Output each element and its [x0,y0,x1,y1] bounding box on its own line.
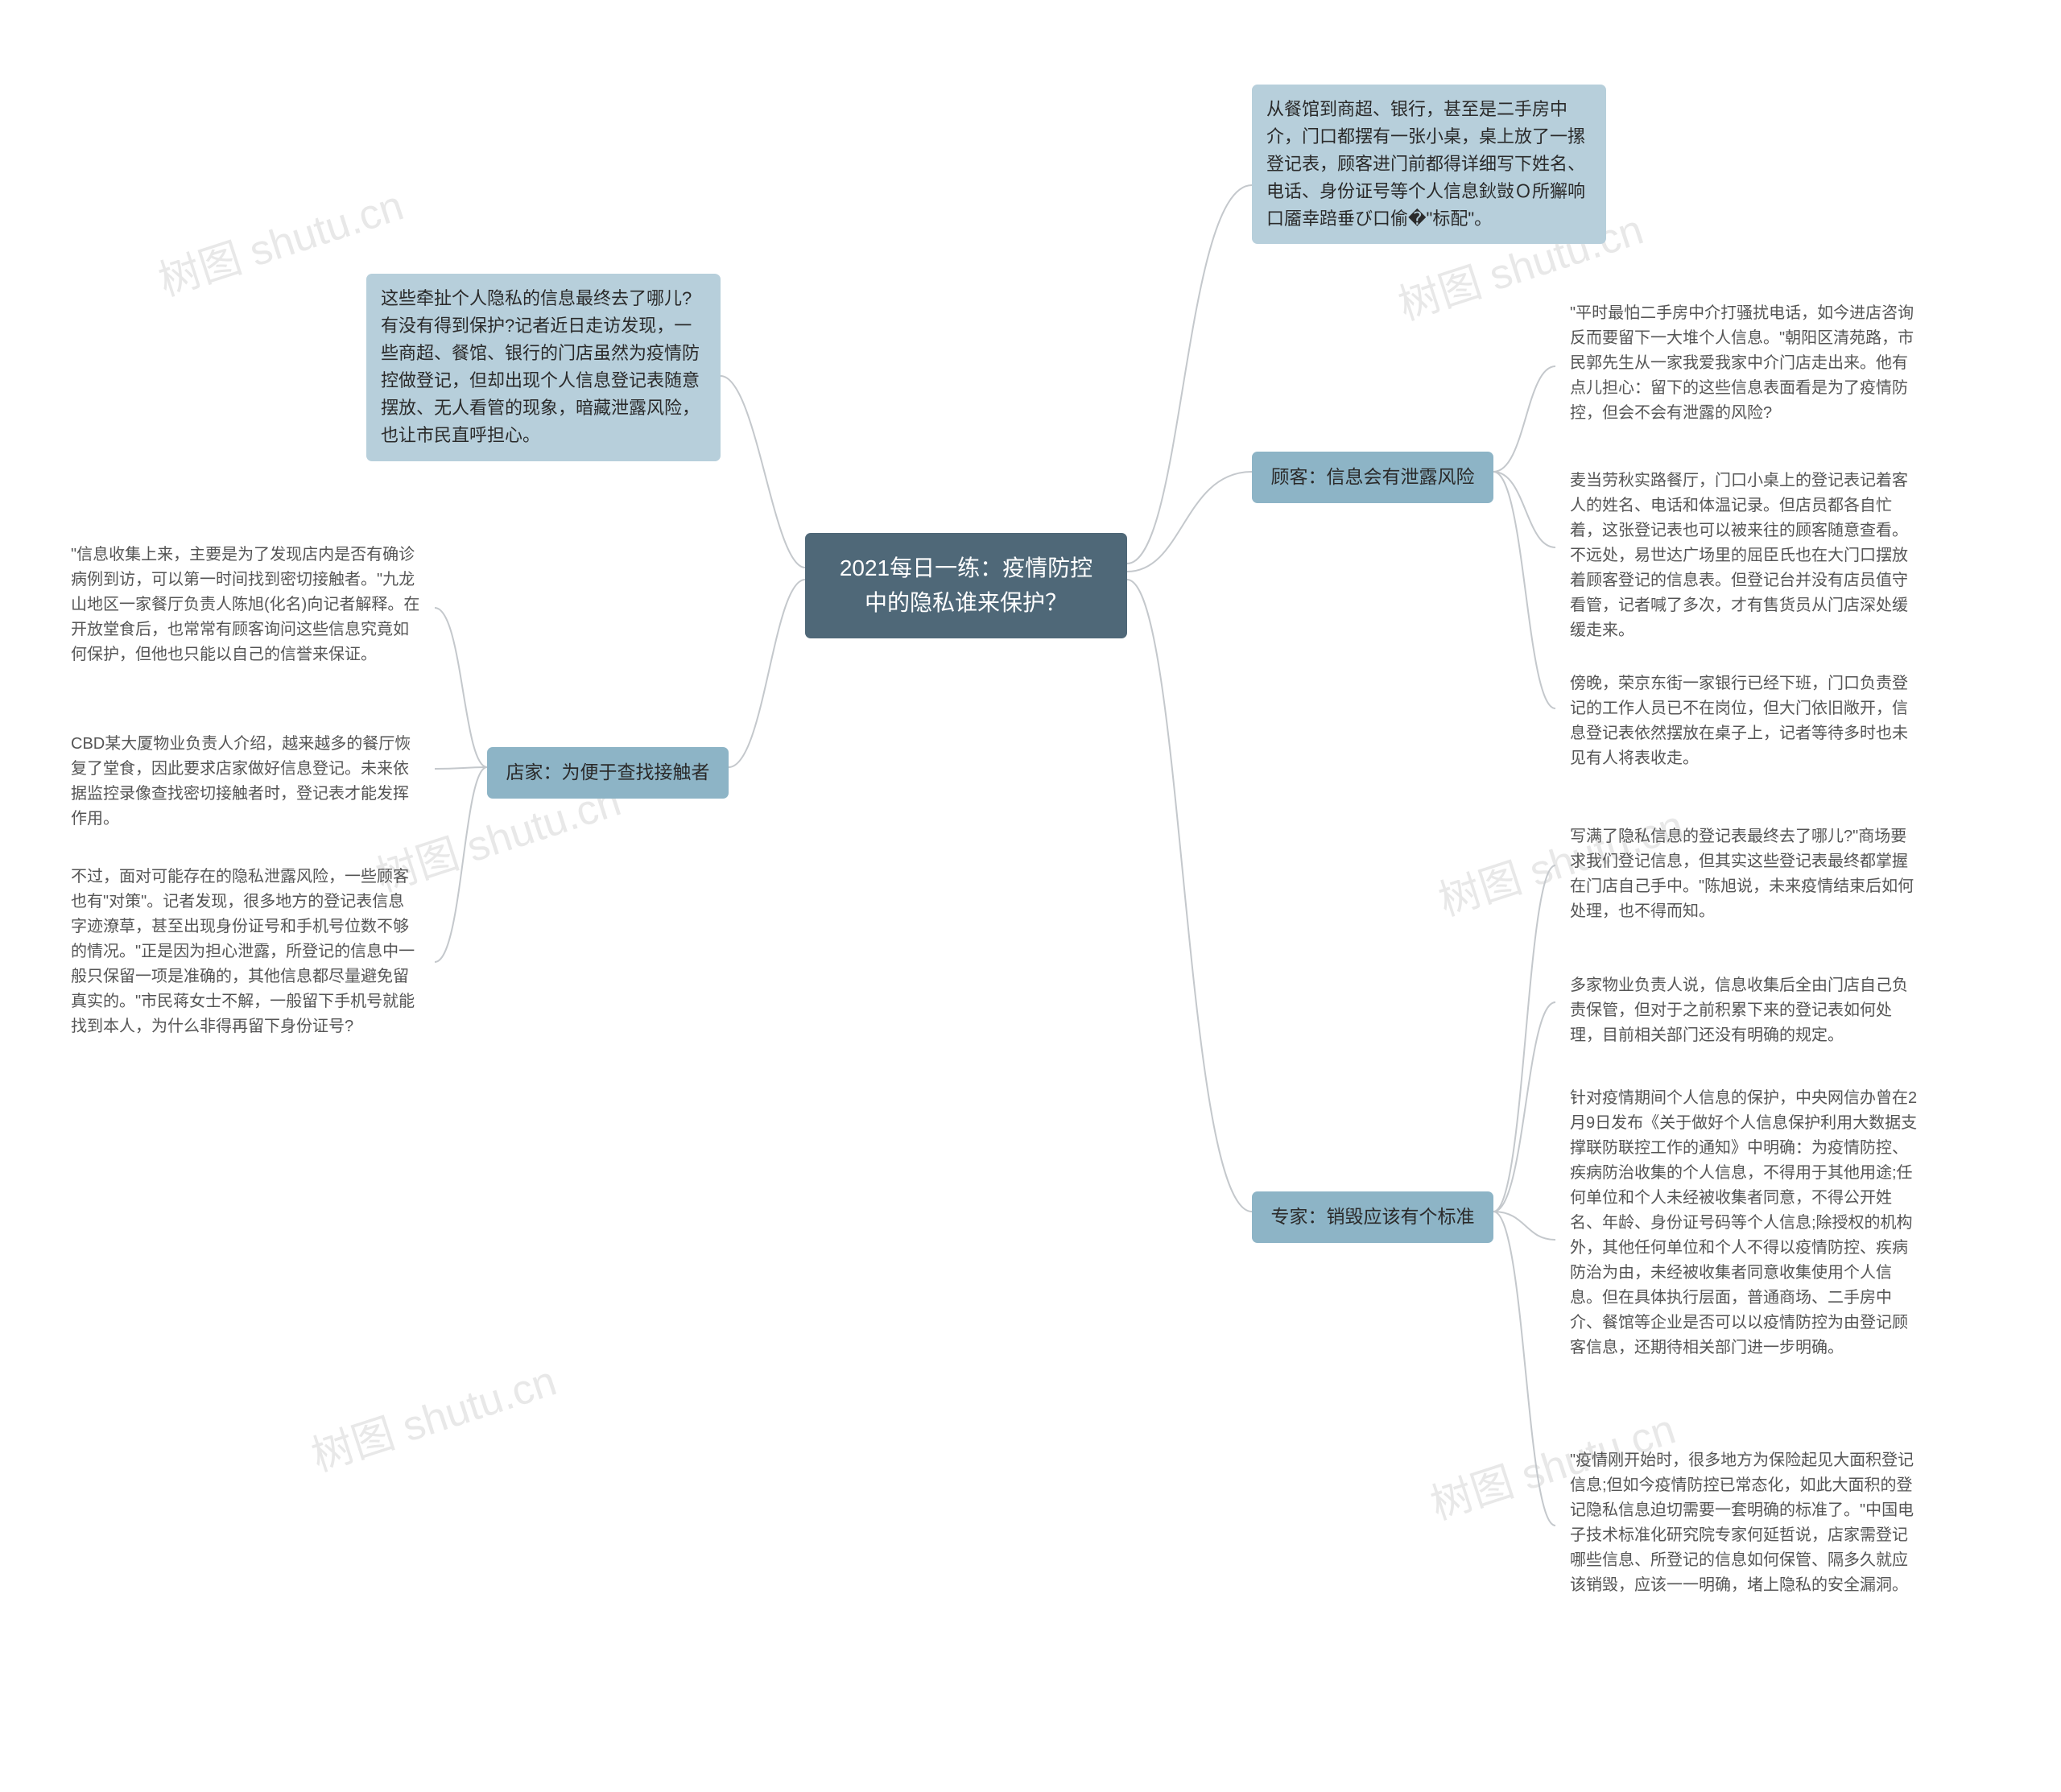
left-leaf-1: CBD某大厦物业负责人介绍，越来越多的餐厅恢复了堂食，因此要求店家做好信息登记。… [56,721,435,843]
right-branch-customer: 顾客：信息会有泄露风险 [1252,452,1493,503]
left-leaf-0: "信息收集上来，主要是为了发现店内是否有确诊病例到访，可以第一时间找到密切接触者… [56,531,435,679]
right2-leaf-2: 针对疫情期间个人信息的保护，中央网信办曾在2月9日发布《关于做好个人信息保护利用… [1555,1075,1934,1372]
left-leaf-2: 不过，面对可能存在的隐私泄露风险，一些顾客也有"对策"。记者发现，很多地方的登记… [56,853,435,1051]
right2-leaf-1: 多家物业负责人说，信息收集后全由门店自己负责保管，但对于之前积累下来的登记表如何… [1555,962,1934,1059]
right1-leaf-2: 傍晚，荣京东街一家银行已经下班，门口负责登记的工作人员已不在岗位，但大门依旧敞开… [1555,660,1934,782]
root-node: 2021每日一练：疫情防控 中的隐私谁来保护？ [805,533,1127,638]
root-line1: 2021每日一练：疫情防控 [840,555,1092,580]
right2-leaf-0: 写满了隐私信息的登记表最终去了哪儿?"商场要求我们登记信息，但其实这些登记表最终… [1555,813,1934,935]
right-branch-expert: 专家：销毁应该有个标准 [1252,1191,1493,1243]
left-branch: 店家：为便于查找接触者 [487,747,729,799]
watermark: 树图 shutu.cn [303,1347,563,1483]
right2-leaf-3: "疫情刚开始时，很多地方为保险起见大面积登记信息;但如今疫情防控已常态化，如此大… [1555,1437,1934,1609]
right1-leaf-1: 麦当劳秋实路餐厅，门口小桌上的登记表记着客人的姓名、电话和体温记录。但店员都各自… [1555,457,1934,654]
left-intro-leaf: 这些牵扯个人隐私的信息最终去了哪儿?有没有得到保护?记者近日走访发现，一些商超、… [366,274,721,461]
right-intro-leaf: 从餐馆到商超、银行，甚至是二手房中介，门口都摆有一张小桌，桌上放了一摞登记表，顾… [1252,85,1606,244]
right1-leaf-0: "平时最怕二手房中介打骚扰电话，如今进店咨询反而要留下一大堆个人信息。"朝阳区清… [1555,290,1934,437]
root-line2: 中的隐私谁来保护？ [865,590,1068,615]
